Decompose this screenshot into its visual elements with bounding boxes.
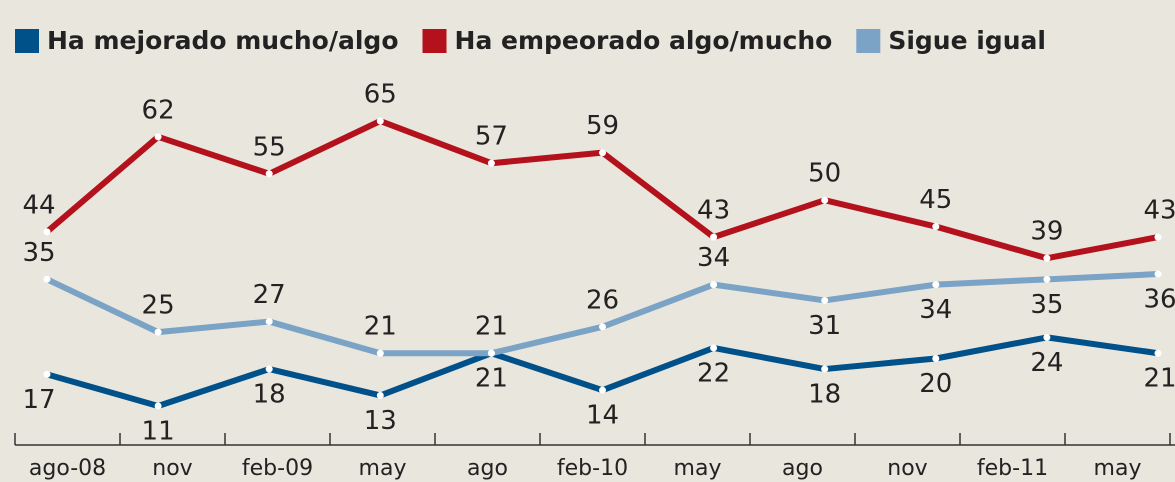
- point: [487, 159, 495, 167]
- x-tick-label: may: [674, 456, 722, 481]
- data-label: 43: [697, 196, 730, 226]
- point: [43, 275, 51, 283]
- point: [154, 133, 162, 141]
- data-label: 14: [586, 401, 619, 431]
- data-label: 25: [142, 291, 175, 321]
- data-label: 59: [586, 111, 619, 141]
- point: [932, 223, 940, 231]
- legend-swatch: [856, 29, 881, 53]
- point: [487, 349, 495, 357]
- data-label: 31: [808, 311, 841, 341]
- point: [265, 318, 273, 326]
- x-tick-label: nov: [152, 456, 192, 481]
- data-label: 35: [22, 238, 55, 268]
- data-label: 44: [22, 190, 55, 220]
- data-label: 35: [1030, 290, 1063, 320]
- data-label: 18: [253, 380, 286, 410]
- point: [1043, 333, 1051, 341]
- data-label: 34: [697, 243, 730, 273]
- data-label: 20: [919, 369, 952, 399]
- data-label: 65: [364, 80, 397, 110]
- data-label: 55: [253, 132, 286, 162]
- data-label: 21: [1143, 364, 1175, 394]
- data-label: 27: [253, 280, 286, 310]
- data-label: 21: [475, 364, 508, 394]
- data-label: 24: [1030, 348, 1063, 378]
- data-label: 45: [919, 185, 952, 215]
- data-label: 36: [1143, 285, 1175, 315]
- legend-swatch: [422, 29, 447, 53]
- data-label: 34: [919, 295, 952, 325]
- data-label: 26: [586, 285, 619, 315]
- point: [1154, 349, 1162, 357]
- data-label: 17: [22, 385, 55, 415]
- point: [43, 228, 51, 236]
- x-tick-label: ago: [782, 456, 823, 481]
- x-tick-label: may: [359, 456, 407, 481]
- data-label: 21: [364, 312, 397, 342]
- data-label: 18: [808, 380, 841, 410]
- series-line: [45, 118, 1159, 262]
- x-tick-label: feb-11: [977, 456, 1048, 481]
- data-label: 50: [808, 159, 841, 189]
- point: [1043, 254, 1051, 262]
- point: [1154, 233, 1162, 241]
- point: [599, 386, 606, 394]
- point: [43, 370, 51, 378]
- point: [265, 170, 273, 178]
- x-tick-label: feb-09: [242, 456, 313, 481]
- point: [376, 117, 384, 125]
- x-tick-label: nov: [887, 456, 927, 481]
- point: [821, 196, 829, 204]
- point: [154, 328, 162, 336]
- data-label: 62: [142, 95, 175, 125]
- data-label: 39: [1030, 217, 1063, 247]
- data-label: 57: [475, 122, 508, 152]
- point: [710, 233, 718, 241]
- point: [265, 365, 273, 373]
- data-label: 43: [1143, 196, 1175, 226]
- data-label: 11: [142, 417, 175, 447]
- data-label: 22: [697, 358, 730, 388]
- legend-swatch: [15, 29, 39, 53]
- point: [1154, 270, 1162, 278]
- point: [710, 344, 718, 352]
- point: [821, 365, 829, 373]
- point: [932, 355, 940, 362]
- point: [932, 281, 940, 289]
- legend-label: Sigue igual: [888, 26, 1046, 55]
- data-label: 21: [475, 312, 508, 342]
- series-line: [46, 334, 1159, 409]
- x-tick-label: may: [1094, 456, 1142, 481]
- legend-label: Ha mejorado mucho/algo: [47, 26, 399, 55]
- data-label: 13: [364, 406, 397, 436]
- point: [710, 281, 718, 289]
- point: [821, 296, 829, 304]
- x-tick-label: feb-10: [557, 456, 628, 481]
- x-tick-label: ago: [467, 456, 508, 481]
- point: [376, 391, 384, 399]
- point: [1043, 275, 1051, 283]
- point: [154, 402, 162, 410]
- legend-label: Ha empeorado algo/mucho: [455, 26, 833, 55]
- point: [376, 349, 384, 357]
- point: [599, 149, 606, 157]
- point: [599, 323, 606, 331]
- x-tick-label: ago-08: [29, 456, 106, 481]
